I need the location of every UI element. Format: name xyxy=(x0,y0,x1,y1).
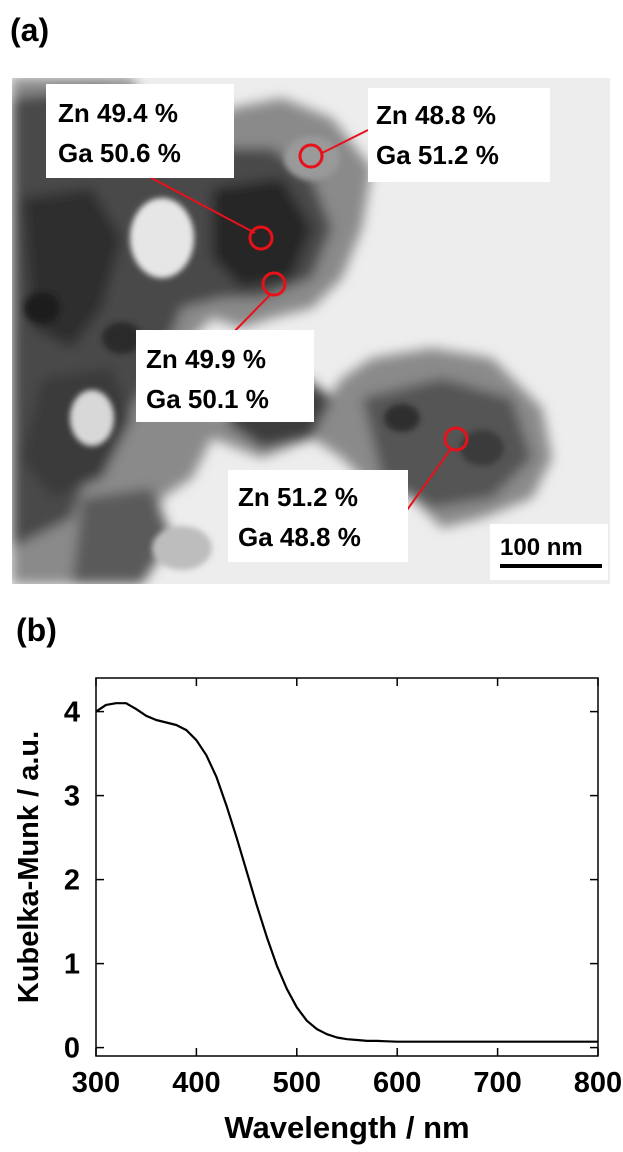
y-tick-label: 4 xyxy=(64,697,80,729)
panel-b-label: (b) xyxy=(16,612,57,648)
annotation-1: Zn 49.4 % Ga 50.6 % xyxy=(46,84,234,178)
annotation-1-line2: Ga 50.6 % xyxy=(58,138,181,168)
y-tick-label: 1 xyxy=(64,949,80,981)
x-tick-label: 400 xyxy=(172,1067,220,1099)
plot-frame xyxy=(95,677,599,1057)
marker-1 xyxy=(141,172,274,251)
y-tick-label: 2 xyxy=(64,865,80,897)
annotation-2-line2: Ga 51.2 % xyxy=(376,140,499,170)
x-axis-label: Wavelength / nm xyxy=(224,1110,469,1145)
x-tick-label: 700 xyxy=(473,1067,521,1099)
annotation-3: Zn 49.9 % Ga 50.1 % xyxy=(136,330,314,422)
annotation-4: Zn 51.2 % Ga 48.8 % xyxy=(228,470,408,562)
x-axis-ticks: 300 400 500 600 700 800 xyxy=(72,678,622,1099)
series-line xyxy=(95,702,598,1043)
annotation-2-line1: Zn 48.8 % xyxy=(376,100,496,130)
y-tick-label: 0 xyxy=(64,1033,80,1065)
annotation-4-line2: Ga 48.8 % xyxy=(238,522,361,552)
annotation-3-line2: Ga 50.1 % xyxy=(146,384,269,414)
y-axis-ticks: 0 1 2 3 4 xyxy=(64,697,598,1065)
x-tick-label: 800 xyxy=(574,1067,622,1099)
marker-2 xyxy=(298,129,369,169)
marker-4 xyxy=(406,426,469,511)
kubelka-munk-chart: 300 400 500 600 700 800 0 1 2 3 4 Wavelength / nm… xyxy=(13,677,622,1145)
annotation-1-line1: Zn 49.4 % xyxy=(58,98,178,128)
scale-bar: 100 nm xyxy=(490,524,608,580)
scale-bar-label: 100 nm xyxy=(500,534,583,561)
tem-micrograph: Zn 49.4 % Ga 50.6 % Zn 48.8 % Ga 51.2 % … xyxy=(12,78,610,584)
panel-a-label: (a) xyxy=(10,12,50,48)
x-tick-label: 600 xyxy=(373,1067,421,1099)
annotation-2: Zn 48.8 % Ga 51.2 % xyxy=(368,88,550,182)
x-tick-label: 500 xyxy=(273,1067,321,1099)
y-axis-label: Kubelka-Munk / a.u. xyxy=(13,731,45,1003)
annotation-3-line1: Zn 49.9 % xyxy=(146,344,266,374)
annotation-4-line1: Zn 51.2 % xyxy=(238,482,358,512)
x-tick-label: 300 xyxy=(72,1067,120,1099)
series-layer xyxy=(95,702,598,1043)
y-tick-label: 3 xyxy=(64,781,80,813)
